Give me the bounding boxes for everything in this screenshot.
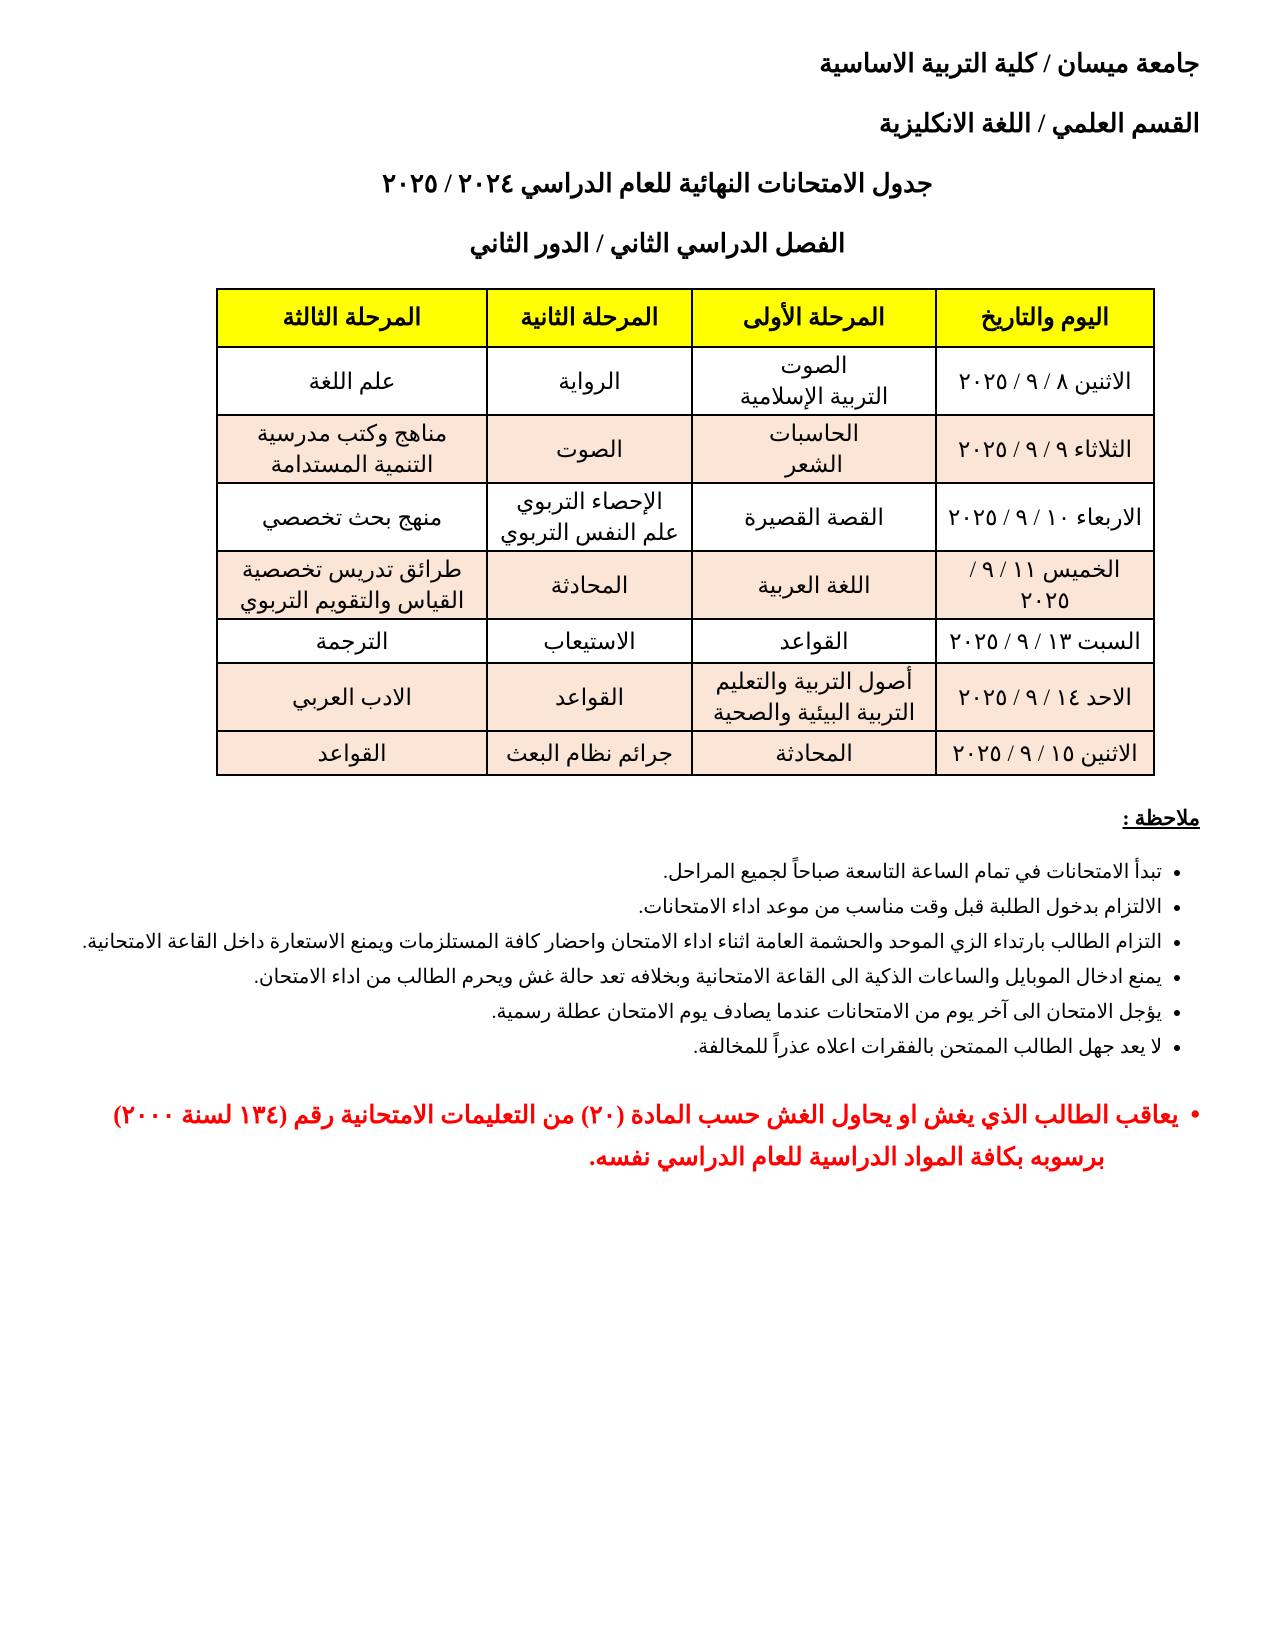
schedule-title: جدول الامتحانات النهائية للعام الدراسي ٢… — [382, 169, 933, 198]
exam-cell: الحاسبات الشعر — [691, 414, 937, 485]
date-cell: الاربعاء ١٠ / ٩ / ٢٠٢٥ — [935, 482, 1155, 553]
table-row: السبت ١٣ / ٩ / ٢٠٢٥ القواعد الاستيعاب ال… — [216, 618, 1155, 665]
exam-cell: المحادثة — [486, 550, 693, 621]
exam-cell: المحادثة — [691, 730, 937, 777]
exam-cell: أصول التربية والتعليم التربية البيئية وا… — [691, 662, 937, 733]
table-header-row: اليوم والتاريخ المرحلة الأولى المرحلة ال… — [216, 288, 1155, 348]
date-cell: الخميس ١١ / ٩ / ٢٠٢٥ — [935, 550, 1155, 621]
exam-cell: اللغة العربية — [691, 550, 937, 621]
note-item: الالتزام بدخول الطلبة قبل وقت مناسب من م… — [75, 890, 1162, 925]
column-header-stage-1: المرحلة الأولى — [691, 288, 937, 348]
notes-heading: ملاحظة : — [1122, 806, 1201, 831]
exam-cell: طرائق تدريس تخصصية القياس والتقويم الترب… — [216, 550, 488, 621]
university-college-title: جامعة ميسان / كلية التربية الاساسية — [819, 49, 1200, 78]
table-row: الاحد ١٤ / ٩ / ٢٠٢٥ أصول التربية والتعلي… — [216, 662, 1155, 733]
table-row: الاربعاء ١٠ / ٩ / ٢٠٢٥ القصة القصيرة الإ… — [216, 482, 1155, 553]
department-title: القسم العلمي / اللغة الانكليزية — [879, 109, 1200, 138]
exam-cell: مناهج وكتب مدرسية التنمية المستدامة — [216, 414, 488, 485]
exam-cell: الترجمة — [216, 618, 488, 665]
exam-cell: القصة القصيرة — [691, 482, 937, 553]
column-header-stage-2: المرحلة الثانية — [486, 288, 693, 348]
table-row: الاثنين ١٥ / ٩ / ٢٠٢٥ المحادثة جرائم نظا… — [216, 730, 1155, 777]
date-cell: الثلاثاء ٩ / ٩ / ٢٠٢٥ — [935, 414, 1155, 485]
exam-cell: الصوت التربية الإسلامية — [691, 345, 937, 417]
exam-cell: منهج بحث تخصصي — [216, 482, 488, 553]
notes-list: تبدأ الامتحانات في تمام الساعة التاسعة ص… — [75, 855, 1200, 1065]
cheating-warning-note: يعاقب الطالب الذي يغش او يحاول الغش حسب … — [75, 1093, 1200, 1179]
column-header-stage-3: المرحلة الثالثة — [216, 288, 488, 348]
date-cell: الاحد ١٤ / ٩ / ٢٠٢٥ — [935, 662, 1155, 733]
notes-section: ملاحظة : تبدأ الامتحانات في تمام الساعة … — [75, 806, 1200, 1179]
exam-cell: القواعد — [486, 662, 693, 733]
date-cell: الاثنين ٨ / ٩ / ٢٠٢٥ — [935, 345, 1155, 417]
document-header: جامعة ميسان / كلية التربية الاساسية القس… — [75, 48, 1200, 260]
table-row: الاثنين ٨ / ٩ / ٢٠٢٥ الصوت التربية الإسل… — [216, 345, 1155, 417]
note-item: تبدأ الامتحانات في تمام الساعة التاسعة ص… — [75, 855, 1162, 890]
exam-cell: علم اللغة — [216, 345, 488, 417]
date-cell: السبت ١٣ / ٩ / ٢٠٢٥ — [935, 618, 1155, 665]
note-item: يؤجل الامتحان الى آخر يوم من الامتحانات … — [75, 995, 1162, 1030]
table-row: الخميس ١١ / ٩ / ٢٠٢٥ اللغة العربية المحا… — [216, 550, 1155, 621]
exam-cell: جرائم نظام البعث — [486, 730, 693, 777]
table-row: الثلاثاء ٩ / ٩ / ٢٠٢٥ الحاسبات الشعر الص… — [216, 414, 1155, 485]
column-header-day-date: اليوم والتاريخ — [935, 288, 1155, 348]
exam-schedule-table: اليوم والتاريخ المرحلة الأولى المرحلة ال… — [216, 288, 1155, 777]
semester-subtitle: الفصل الدراسي الثاني / الدور الثاني — [469, 229, 846, 258]
exam-cell: القواعد — [216, 730, 488, 777]
exam-cell: الرواية — [486, 345, 693, 417]
note-item: يمنع ادخال الموبايل والساعات الذكية الى … — [75, 960, 1162, 995]
date-cell: الاثنين ١٥ / ٩ / ٢٠٢٥ — [935, 730, 1155, 777]
exam-cell: الصوت — [486, 414, 693, 485]
exam-cell: الادب العربي — [216, 662, 488, 733]
note-item: لا يعد جهل الطالب الممتحن بالفقرات اعلاه… — [75, 1030, 1162, 1065]
exam-cell: الإحصاء التربوي علم النفس التربوي — [486, 482, 693, 553]
exam-cell: الاستيعاب — [486, 618, 693, 665]
exam-cell: القواعد — [691, 618, 937, 665]
note-item: التزام الطالب بارتداء الزي الموحد والحشم… — [75, 925, 1162, 960]
